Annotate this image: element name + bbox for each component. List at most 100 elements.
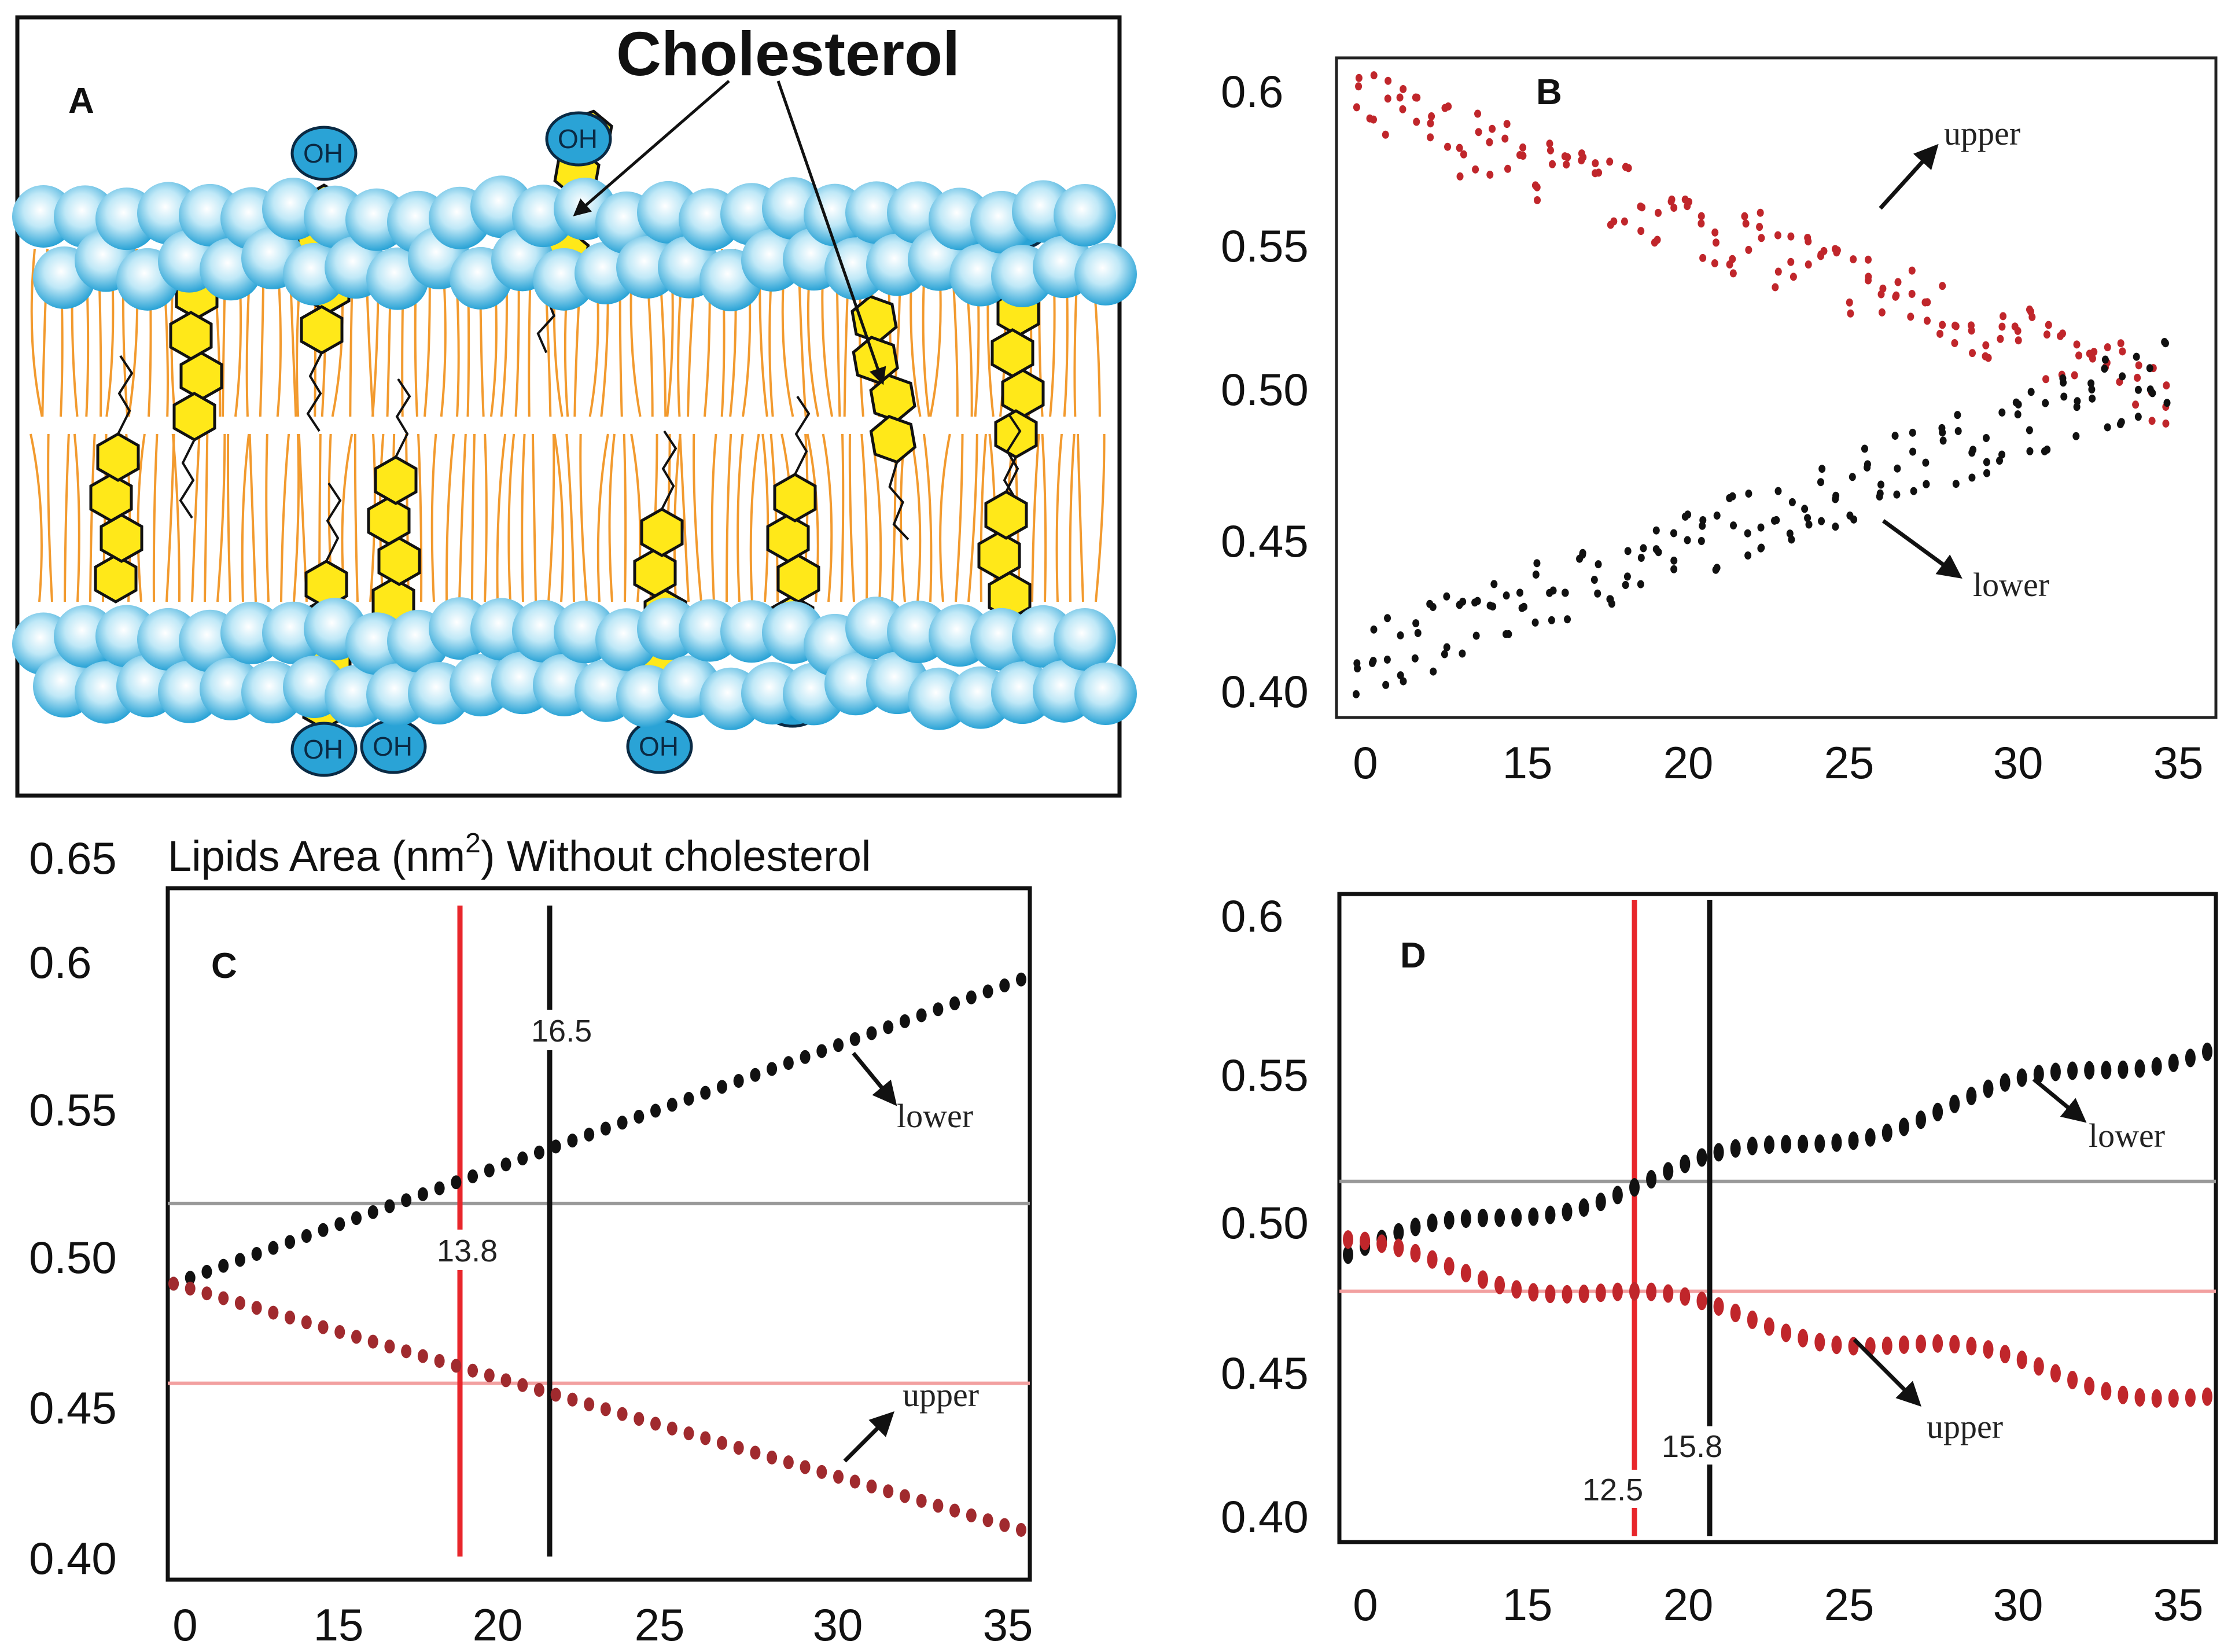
scatter-point-lower	[451, 1175, 462, 1190]
scatter-point-upper	[2163, 381, 2170, 390]
scatter-point-lower	[1477, 1208, 1488, 1227]
scatter-point-lower	[1832, 523, 1839, 531]
panel-b-lower-label: lower	[1973, 566, 2049, 604]
scatter-point-lower	[1578, 1198, 1589, 1217]
scatter-point-lower	[600, 1121, 611, 1136]
scatter-point-lower	[2041, 447, 2048, 455]
panel-c-title-rest: ) Without cholesterol	[481, 832, 871, 880]
scatter-point-upper	[1486, 138, 1493, 146]
scatter-point-lower	[2026, 426, 2033, 435]
hydroxyl-label: OH	[639, 731, 679, 761]
scatter-point-lower	[2202, 1042, 2212, 1061]
panel-d-vline-label-red: 12.5	[1582, 1473, 1643, 1507]
scatter-point-upper	[1711, 259, 1718, 268]
scatter-point-lower	[334, 1217, 345, 1231]
scatter-point-upper	[367, 1334, 378, 1349]
lipid-tail	[922, 433, 933, 602]
scatter-point-upper	[1898, 1335, 1909, 1354]
scatter-point-upper	[1355, 82, 1363, 91]
scatter-point-lower	[2104, 423, 2111, 432]
lipid-tail	[216, 433, 226, 602]
lipid-tail	[430, 433, 437, 602]
scatter-point-upper	[833, 1470, 844, 1484]
scatter-point-upper	[1637, 227, 1645, 236]
scatter-point-upper	[1939, 282, 1946, 290]
lipid-tail	[171, 433, 181, 602]
scatter-point-lower	[1443, 592, 1450, 601]
scatter-point-upper	[1878, 308, 1886, 317]
scatter-point-lower	[733, 1074, 744, 1088]
scatter-point-upper	[2073, 340, 2081, 349]
scatter-point-lower	[1713, 512, 1721, 520]
lipid-tail	[955, 433, 964, 602]
scatter-point-upper	[1741, 212, 1748, 220]
x-tick-label: 30	[1993, 1579, 2043, 1630]
scatter-point-lower	[1966, 1087, 1977, 1106]
lipid-head	[1054, 608, 1116, 671]
scatter-point-upper	[1427, 1250, 1438, 1269]
scatter-point-lower	[1781, 1135, 1792, 1154]
scatter-point-lower	[384, 1199, 395, 1213]
lipid-tail	[280, 433, 290, 602]
panel-a-membrane-illustration: OHOHOHOHOHOHOHOHOH A Cholesterol	[12, 15, 1137, 798]
lipid-tail	[89, 433, 96, 602]
lipid-tail	[822, 433, 833, 602]
scatter-point-lower	[1511, 1208, 1522, 1227]
panel-d-vline-label-black: 15.8	[1662, 1429, 1722, 1464]
scatter-point-lower	[1864, 463, 1871, 472]
sterol-ring	[374, 455, 418, 505]
panel-b-marks	[1352, 71, 2171, 698]
y-tick-label: 0.65	[29, 833, 117, 884]
scatter-point-lower	[1909, 428, 1916, 437]
y-tick-label: 0.40	[1221, 1491, 1309, 1542]
panel-a-letter: A	[68, 81, 94, 121]
scatter-point-upper	[1908, 266, 1916, 275]
scatter-point-lower	[2151, 1057, 2162, 1076]
scatter-point-upper	[1516, 150, 1523, 159]
scatter-point-upper	[1949, 1335, 1960, 1354]
sterol-ring	[377, 536, 421, 586]
x-tick-label: 15	[314, 1599, 364, 1650]
scatter-point-upper	[1393, 1238, 1404, 1257]
x-tick-label: 0	[172, 1599, 197, 1650]
scatter-point-lower	[1939, 436, 1947, 445]
scatter-point-upper	[1621, 217, 1628, 226]
scatter-point-lower	[467, 1169, 478, 1183]
scatter-point-upper	[1894, 278, 1902, 286]
scatter-point-lower	[883, 1020, 894, 1035]
scatter-point-upper	[1774, 231, 1781, 240]
lipid-tail	[1041, 433, 1047, 602]
scatter-point-upper	[1428, 112, 1435, 121]
hydroxyl-label: OH	[303, 734, 343, 764]
sterol-ring	[96, 432, 140, 482]
scatter-point-lower	[517, 1151, 528, 1166]
scatter-point-lower	[2060, 392, 2068, 401]
scatter-point-lower	[234, 1253, 245, 1267]
scatter-point-upper	[1763, 1317, 1774, 1336]
scatter-point-lower	[1938, 424, 1946, 432]
scatter-point-lower	[866, 1026, 877, 1040]
scatter-point-lower	[1383, 655, 1391, 664]
scatter-point-upper	[1831, 1335, 1842, 1355]
hydroxyl-group	[290, 126, 358, 181]
scatter-point-upper	[1817, 250, 1825, 259]
scatter-point-lower	[500, 1157, 511, 1172]
scatter-point-upper	[1758, 234, 1765, 242]
scatter-point-upper	[2118, 1385, 2129, 1404]
scatter-point-upper	[2015, 336, 2022, 345]
scatter-point-upper	[550, 1388, 561, 1402]
scatter-point-lower	[966, 990, 977, 1005]
scatter-point-upper	[251, 1301, 262, 1315]
scatter-point-lower	[351, 1211, 362, 1226]
scatter-point-lower	[201, 1264, 212, 1279]
lipid-tail	[761, 433, 769, 602]
sterol-ring	[773, 473, 817, 523]
scatter-point-lower	[1410, 1217, 1421, 1237]
scatter-point-upper	[467, 1363, 478, 1378]
scatter-point-lower	[1352, 690, 1360, 698]
scatter-point-lower	[1998, 408, 2006, 417]
lipid-tail	[579, 433, 588, 602]
scatter-point-upper	[1531, 181, 1539, 190]
scatter-point-upper	[600, 1402, 611, 1416]
scatter-point-upper	[1622, 163, 1629, 171]
